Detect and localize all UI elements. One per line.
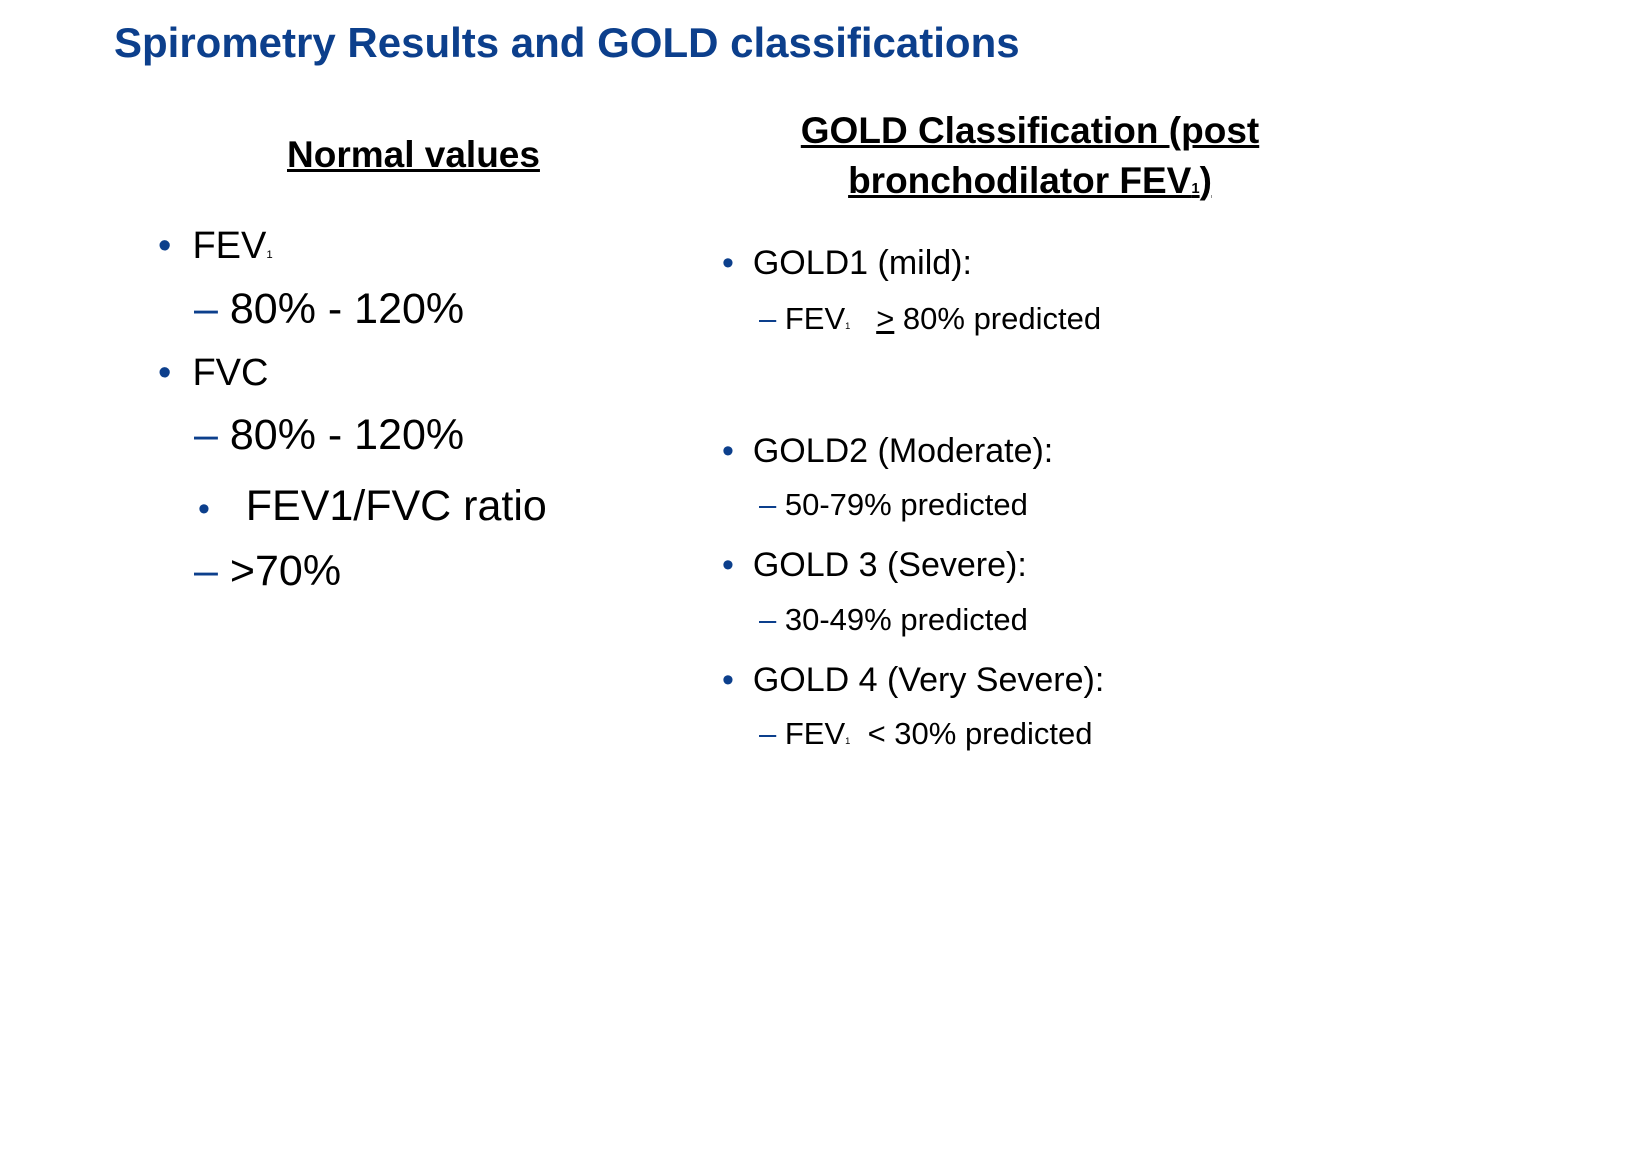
dash-icon: – xyxy=(759,716,777,751)
list-subitem-fvc-range: – 80% - 120% xyxy=(194,411,465,459)
list-subitem-gold1: – FEV1 > 80% predicted xyxy=(759,301,1102,336)
list-item-gold3: • GOLD 3 (Severe): xyxy=(722,546,1027,584)
list-item-ratio: • FEV1/FVC ratio xyxy=(198,482,547,530)
bullet-icon: • xyxy=(158,352,172,394)
bullet-icon: • xyxy=(198,490,210,528)
bullet-icon: • xyxy=(722,661,734,699)
list-subitem-gold2: – 50-79% predicted xyxy=(759,487,1028,522)
dash-icon: – xyxy=(194,547,218,595)
list-subitem-ratio-value: – >70% xyxy=(194,547,342,595)
gold-heading-line2: bronchodilator FEV1) xyxy=(848,160,1212,201)
gold-heading-line1: GOLD Classification (post xyxy=(800,110,1260,151)
list-item-fvc: • FVC xyxy=(158,352,269,394)
list-item-gold2: • GOLD2 (Moderate): xyxy=(722,432,1054,470)
list-item-fev1: • FEV1 xyxy=(158,225,273,267)
dash-icon: – xyxy=(759,602,777,637)
bullet-icon: • xyxy=(158,225,172,267)
list-subitem-gold3: – 30-49% predicted xyxy=(759,602,1028,637)
list-subitem-gold4: – FEV1 < 30% predicted xyxy=(759,716,1093,751)
bullet-icon: • xyxy=(722,244,734,282)
dash-icon: – xyxy=(759,487,777,522)
bullet-icon: • xyxy=(722,546,734,584)
dash-icon: – xyxy=(194,411,218,459)
dash-icon: – xyxy=(759,301,777,336)
list-subitem-fev1-range: – 80% - 120% xyxy=(194,285,465,333)
list-item-gold1: • GOLD1 (mild): xyxy=(722,244,972,282)
bullet-icon: • xyxy=(722,432,734,470)
slide-title: Spirometry Results and GOLD classificati… xyxy=(114,19,1020,66)
normal-values-heading: Normal values xyxy=(287,134,540,175)
dash-icon: – xyxy=(194,285,218,333)
list-item-gold4: • GOLD 4 (Very Severe): xyxy=(722,661,1105,699)
